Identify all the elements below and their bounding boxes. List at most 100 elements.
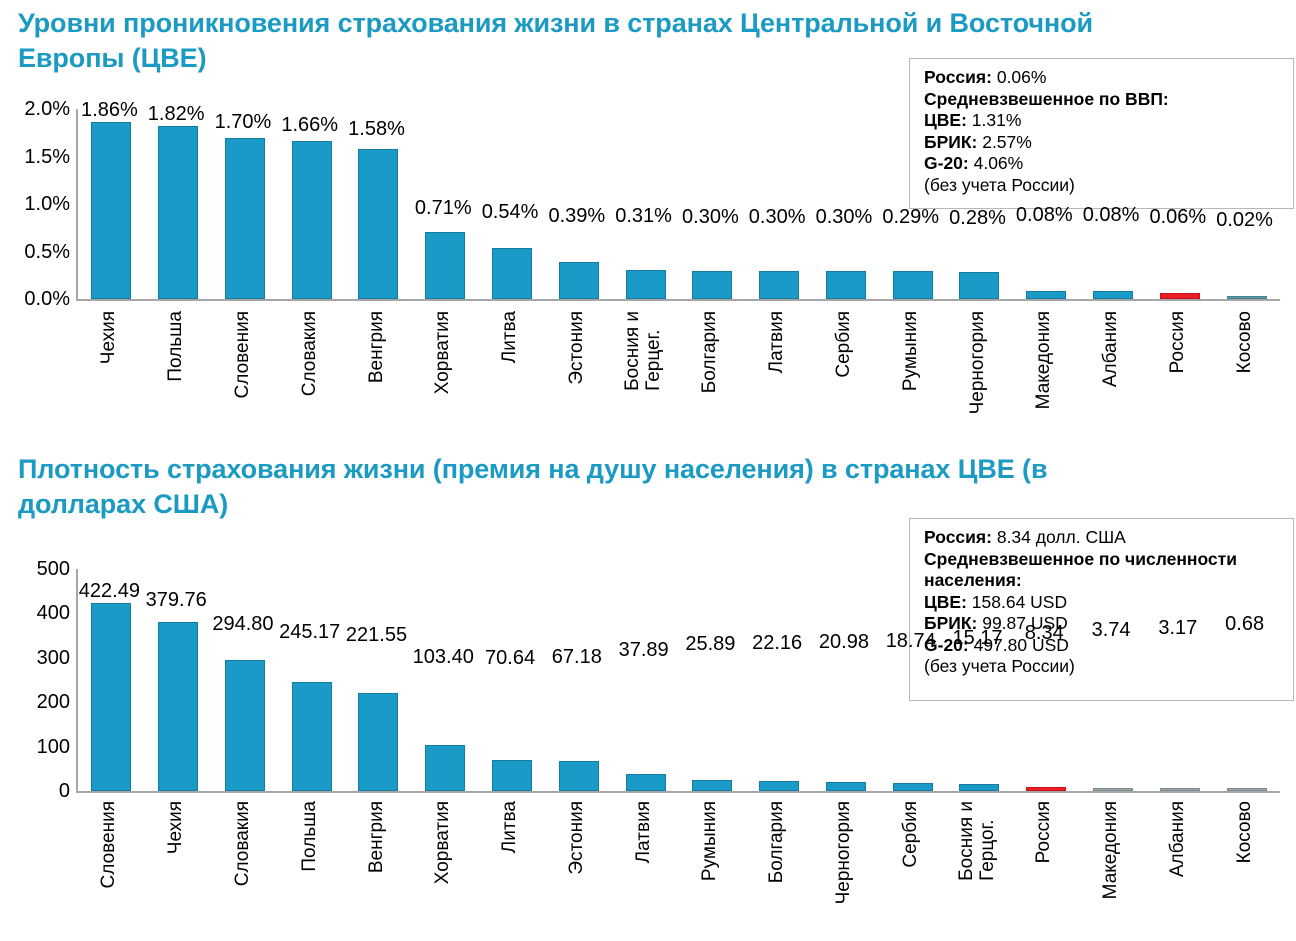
bar[interactable] [358, 148, 399, 299]
bar[interactable] [959, 272, 1000, 299]
bar[interactable] [1026, 787, 1067, 791]
bar-value-label: 294.80 [212, 613, 274, 636]
x-axis-category-label: Албания [1100, 311, 1122, 388]
bar[interactable] [625, 774, 666, 791]
x-axis-category-label: Словакия [298, 311, 320, 397]
bar-slot [746, 109, 813, 299]
x-axis-category-label: Македония [1033, 311, 1055, 410]
y-axis-tick-label: 400 [36, 602, 70, 625]
x-axis-category-label: Босния и Герцег. [621, 311, 664, 391]
x-axis-category-label: Эстония [565, 311, 587, 385]
note-line-value: (без учета России) [924, 174, 1075, 195]
bar-value-label: 0.08% [1082, 204, 1140, 227]
bar-value-label: 20.98 [818, 630, 869, 653]
bar-value-label: 245.17 [279, 621, 341, 644]
note-line-key: Россия: [924, 527, 992, 547]
bar-value-label: 18.74 [885, 629, 936, 652]
note-line-key: Средневзвешенное по численности населени… [924, 548, 1237, 591]
bar[interactable] [425, 745, 466, 791]
bar[interactable] [1226, 788, 1267, 791]
bar-value-label: 3.17 [1158, 617, 1198, 639]
note-line-key: ЦВЕ: [924, 591, 967, 612]
x-axis-category-label: Хорватия [432, 311, 454, 395]
bar[interactable] [1226, 296, 1267, 299]
x-axis-category-label: Румыния [699, 801, 721, 882]
chart-1: 0.0% 0.5% 1.0% 1.5% 2.0% 1.86% Чехия 1.82% Поль… [0, 95, 1296, 440]
bar-value-label: 0.28% [949, 207, 1006, 230]
bar[interactable] [91, 122, 132, 299]
bar[interactable] [1159, 788, 1200, 791]
bar-value-label: 3.74 [1091, 619, 1131, 641]
bar[interactable] [492, 247, 533, 299]
bar-slot [212, 109, 279, 299]
bar-slot [1013, 569, 1080, 791]
bar[interactable] [558, 261, 599, 299]
bar-slot [946, 109, 1013, 299]
x-axis-category-label: Албания [1166, 801, 1188, 878]
chart-2-title: Плотность страхования жизни (премия на д… [18, 454, 1048, 519]
note-line: БРИК: 99.87 USD [924, 613, 1283, 635]
bar[interactable] [291, 141, 332, 299]
bar-value-label: 1.58% [348, 117, 405, 140]
bar[interactable] [1159, 293, 1200, 299]
bar-value-label: 70.64 [485, 646, 536, 669]
bar[interactable] [425, 231, 466, 299]
y-axis-tick-label: 200 [36, 691, 70, 714]
bar[interactable] [692, 779, 733, 791]
y-axis-tick-label: 100 [36, 735, 70, 758]
bar[interactable] [158, 622, 199, 791]
bar[interactable] [492, 759, 533, 791]
bar-slot [813, 569, 880, 791]
bar[interactable] [825, 781, 866, 791]
bar[interactable] [759, 270, 800, 299]
bar-value-label: 0.08% [1015, 204, 1073, 227]
bar-slot [345, 109, 412, 299]
bar-value-label: 1.66% [281, 114, 339, 137]
bar[interactable] [692, 270, 733, 299]
x-axis-category-label: Черногория [966, 311, 988, 415]
bar[interactable] [892, 782, 933, 791]
bar-value-label: 379.76 [145, 589, 207, 612]
bar[interactable] [158, 126, 199, 299]
bar[interactable] [625, 269, 666, 299]
bar[interactable] [892, 271, 933, 299]
bar[interactable] [959, 784, 1000, 791]
bar[interactable] [1093, 788, 1134, 791]
bar[interactable] [1093, 291, 1134, 299]
bar[interactable] [358, 692, 399, 791]
note-line-value: 4.06% [968, 153, 1024, 173]
bar[interactable] [558, 761, 599, 791]
bar-value-label: 67.18 [551, 646, 602, 669]
x-axis-category-label: Польша [298, 801, 320, 872]
bar-slot [345, 569, 412, 791]
bar[interactable] [91, 603, 132, 791]
bar-slot [545, 569, 612, 791]
bar[interactable] [1026, 291, 1067, 299]
note-line: Средневзвешенное по численности населени… [924, 549, 1283, 592]
bar-slot [879, 109, 946, 299]
x-axis-category-label: Словения [231, 311, 253, 399]
note-line-key: Россия: [924, 67, 992, 87]
x-axis-category-label: Чехия [165, 801, 187, 855]
bar-value-label: 422.49 [78, 580, 140, 603]
bar-value-label: 22.16 [752, 632, 803, 655]
x-axis-category-label: Чехия [98, 311, 120, 365]
bar-value-label: 221.55 [345, 623, 408, 646]
bar-slot [1146, 569, 1213, 791]
bar-slot [1013, 109, 1080, 299]
bar[interactable] [291, 682, 332, 791]
bar-slot [412, 109, 479, 299]
note-line: ЦВЕ: 158.64 USD [924, 592, 1283, 614]
bar[interactable] [759, 781, 800, 791]
bar[interactable] [825, 270, 866, 299]
bar[interactable] [224, 137, 265, 299]
bar-slot [479, 569, 546, 791]
bar-slot [1080, 109, 1147, 299]
bar[interactable] [224, 660, 265, 791]
note-line-key: G-20: [924, 634, 969, 655]
note-line-value: 0.06% [991, 67, 1047, 87]
y-axis-tick-label: 1.0% [24, 193, 70, 215]
x-axis-category-label: Хорватия [432, 801, 454, 885]
bar-slot [612, 569, 679, 791]
